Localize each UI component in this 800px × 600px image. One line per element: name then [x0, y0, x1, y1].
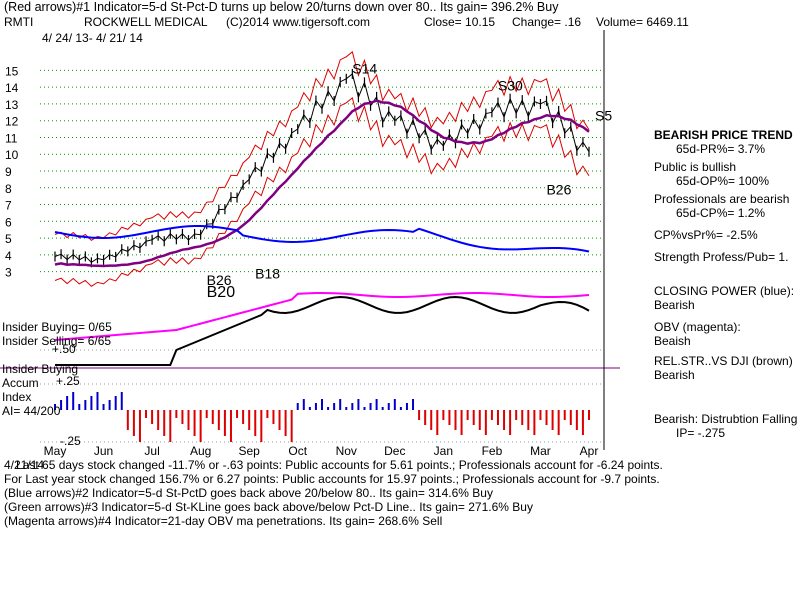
lower-tick-minus25: -.25: [60, 434, 81, 448]
relative-strength-line: [55, 295, 590, 366]
x-tick-label: May: [44, 444, 67, 458]
volume-value: Volume= 6469.11: [596, 15, 689, 29]
relstr-value: Bearish: [654, 368, 695, 382]
obv-line: [54, 291, 590, 341]
y-tick-label: 4: [5, 249, 12, 263]
closing-power-line: [54, 225, 590, 253]
footer-line5: (Magenta arrows)#4 Indicator=21-day OBV …: [4, 514, 443, 528]
upper-band: [54, 51, 590, 241]
index-label: Index: [2, 390, 32, 404]
date-range: 4/ 24/ 13- 4/ 21/ 14: [42, 31, 143, 45]
accum-label: Accum: [2, 376, 39, 390]
distribution-label: Bearish: Distrubtion Falling: [654, 412, 798, 426]
moving-average-line: [54, 99, 590, 268]
y-tick-label: 15: [5, 64, 19, 78]
x-tick-label: Dec: [384, 444, 405, 458]
insider-buying: Insider Buying= 0/65: [2, 320, 112, 334]
y-tick-label: 13: [5, 98, 19, 112]
obv-label: OBV (magenta):: [654, 320, 741, 334]
footer-overlap-date: 4/21/14: [4, 458, 45, 472]
lower-band: [54, 97, 590, 287]
public-title: Public is bullish: [654, 160, 737, 174]
y-tick-label: 9: [5, 165, 12, 179]
close-value: Close= 10.15: [424, 15, 496, 29]
closing-power-value: Bearish: [654, 298, 695, 312]
cp-vs-pr: CP%vsPr%= -2.5%: [654, 228, 758, 242]
trend-title: BEARISH PRICE TREND: [654, 128, 793, 142]
x-tick-label: Jan: [434, 444, 453, 458]
y-tick-label: 5: [5, 232, 12, 246]
y-tick-label: 14: [5, 81, 19, 95]
signal-label: S14: [352, 61, 377, 77]
lower-tick-plus50: +.50: [52, 342, 76, 356]
signal-label: B26: [207, 272, 232, 288]
signal-label: S30: [498, 78, 523, 94]
trend-pr: 65d-PR%= 3.7%: [676, 142, 766, 156]
y-tick-label: 11: [5, 131, 18, 145]
strength-ratio: Strength Profess/Pub= 1.: [654, 250, 789, 264]
prof-cp: 65d-CP%= 1.2%: [676, 206, 766, 220]
relstr-label: REL.STR..VS DJI (brown): [654, 354, 793, 368]
signal-label: B18: [255, 265, 280, 281]
footer-line1: Last 65 days stock changed -11.7% or -.6…: [16, 458, 663, 472]
x-tick-label: Mar: [530, 444, 551, 458]
company-name: ROCKWELL MEDICAL: [84, 15, 208, 29]
y-tick-label: 12: [5, 115, 19, 129]
x-tick-label: Jul: [144, 444, 159, 458]
y-tick-label: 8: [5, 182, 12, 196]
footer-line4: (Green arrows)#3 Indicator=5-d St-KLine …: [4, 500, 533, 514]
y-tick-label: 3: [5, 266, 12, 280]
x-tick-label: Apr: [580, 444, 599, 458]
x-tick-label: Sep: [239, 444, 261, 458]
public-op: 65d-OP%= 100%: [676, 174, 770, 188]
y-tick-label: 10: [5, 148, 19, 162]
footer-line2: For Last year stock changed 156.7% or 6.…: [4, 472, 660, 486]
ticker: RMTI: [4, 15, 34, 29]
x-tick-label: Feb: [482, 444, 503, 458]
lower-tick-plus25: +.25: [56, 374, 80, 388]
change-value: Change= .16: [512, 15, 582, 29]
signal-label: B26: [546, 181, 571, 197]
x-tick-label: Oct: [288, 444, 307, 458]
copyright: (C)2014 www.tigersoft.com: [226, 15, 371, 29]
ip-value: IP= -.275: [676, 426, 726, 440]
y-tick-label: 6: [5, 215, 12, 229]
obv-value: Beaish: [654, 334, 691, 348]
price-line: [54, 73, 590, 263]
x-tick-label: Aug: [190, 444, 211, 458]
x-tick-label: Nov: [336, 444, 357, 458]
insider-buying-label: Insider Buying: [2, 362, 79, 376]
prof-title: Professionals are bearish: [654, 192, 790, 206]
y-tick-label: 7: [5, 199, 12, 213]
signal-label: B20: [207, 284, 236, 301]
header-line1: (Red arrows)#1 Indicator=5-d St-Pct-D tu…: [4, 0, 559, 14]
ai-value: AI= 44/200: [2, 404, 61, 418]
x-tick-label: Jun: [94, 444, 113, 458]
closing-power-label: CLOSING POWER (blue):: [654, 284, 795, 298]
insider-selling: Insider Selling= 6/65: [2, 334, 112, 348]
footer-line3: (Blue arrows)#2 Indicator=5-d St-PctD go…: [4, 486, 493, 500]
